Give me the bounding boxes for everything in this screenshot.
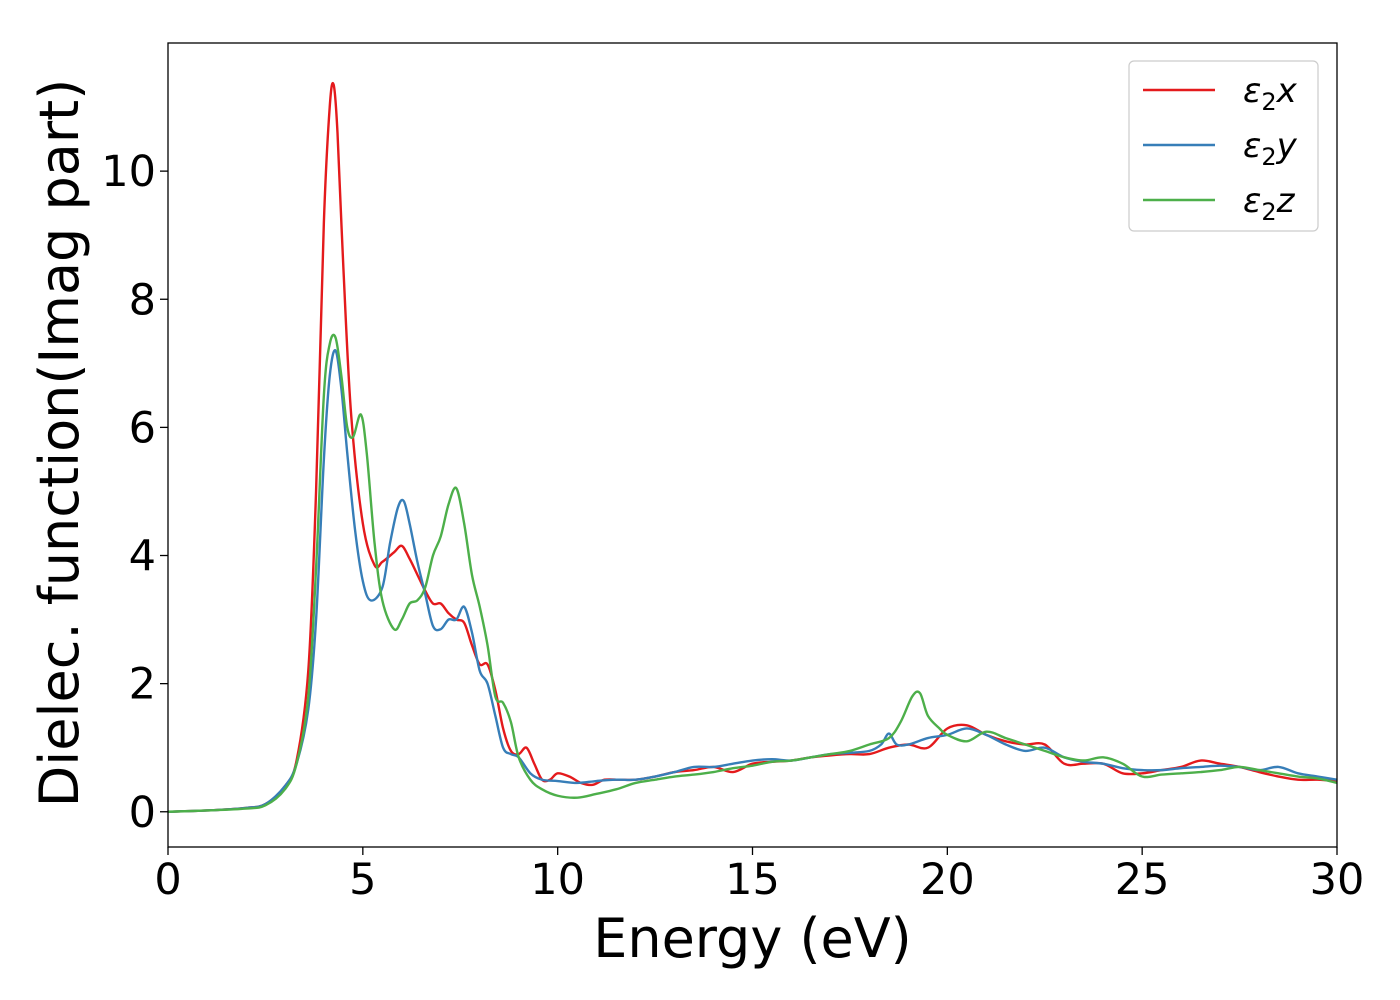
x-tick-label: 30 [1310, 855, 1365, 905]
x-tick-label: 25 [1115, 855, 1170, 905]
y-tick-label: 4 [129, 532, 156, 582]
legend-label-z: ε2z [1243, 181, 1296, 226]
x-tick-label: 5 [349, 855, 376, 905]
y-axis-label: Dielec. function(Imag part) [28, 79, 91, 808]
legend: ε2x ε2y ε2z [1128, 60, 1319, 232]
x-axis-ticks: 0 5 10 15 20 25 30 [154, 847, 1364, 905]
x-tick-label: 0 [154, 855, 181, 905]
series-line-x [168, 81, 1337, 813]
y-tick-label: 8 [129, 275, 156, 325]
series-line-z [168, 333, 1337, 813]
x-tick-label: 20 [920, 855, 975, 905]
x-tick-label: 10 [530, 855, 585, 905]
y-tick-label: 2 [129, 660, 156, 710]
legend-label-x: ε2x [1243, 71, 1298, 116]
x-axis-label: Energy (eV) [593, 907, 912, 970]
legend-box [1128, 60, 1319, 232]
y-tick-label: 10 [101, 147, 156, 197]
y-tick-label: 0 [129, 788, 156, 838]
y-tick-label: 6 [129, 403, 156, 453]
legend-label-y: ε2y [1243, 126, 1298, 171]
y-axis-ticks: 0 2 4 6 8 10 [101, 147, 168, 838]
series-layer [168, 81, 1337, 813]
x-tick-label: 15 [725, 855, 780, 905]
